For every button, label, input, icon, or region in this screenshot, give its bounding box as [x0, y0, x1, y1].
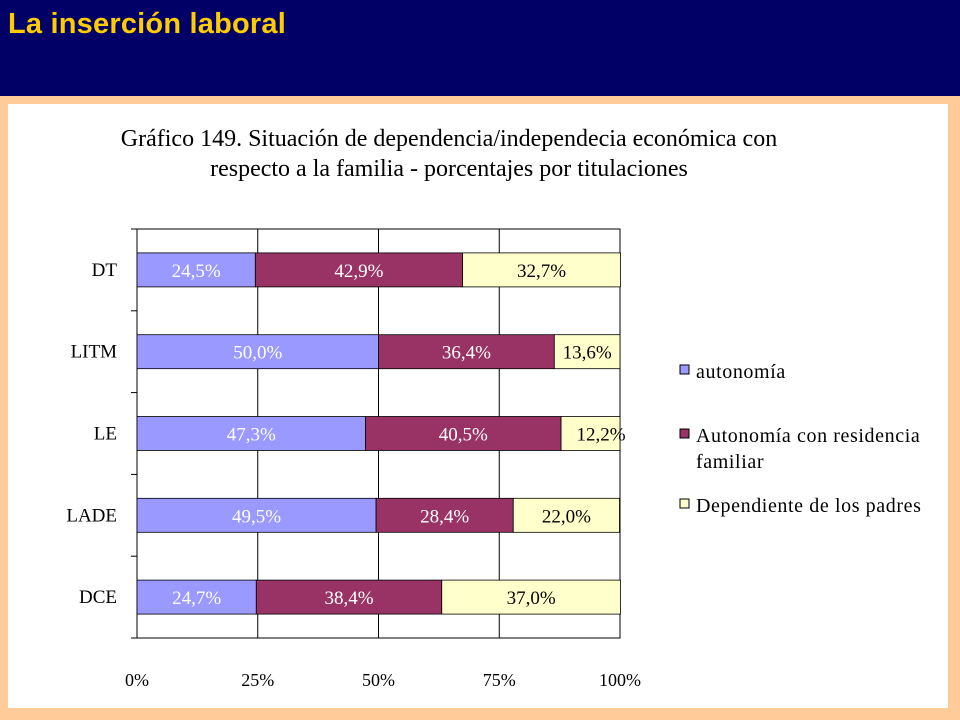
x-tick-label: 100%	[599, 670, 641, 690]
chart-title-line-1: Gráfico 149. Situación de dependencia/in…	[120, 126, 778, 152]
data-label: 38,4%	[324, 588, 373, 609]
category-label: LITM	[71, 342, 118, 363]
bar-segment	[136, 497, 377, 533]
legend-label: autonomía	[696, 361, 786, 383]
bar-segment	[462, 252, 621, 288]
data-label: 28,4%	[420, 506, 469, 527]
x-tick-label: 25%	[241, 670, 274, 690]
bar-segment	[378, 334, 555, 370]
legend-label: familiar	[696, 451, 764, 473]
legend-label: Dependiente de los padres	[696, 495, 921, 517]
data-label: 42,9%	[334, 261, 383, 282]
data-label: 12,2%	[577, 425, 626, 446]
bar-segment	[136, 579, 257, 615]
data-label: 22,0%	[542, 506, 591, 527]
page-title: La inserción laboral	[8, 8, 286, 40]
bar-segment	[255, 579, 443, 615]
data-label: 13,6%	[563, 343, 612, 364]
bar-segment	[136, 334, 379, 370]
category-label: LADE	[66, 505, 117, 526]
bar-segment	[441, 579, 621, 615]
title-bar: La inserción laboral	[0, 0, 960, 96]
x-tick-label: 50%	[362, 670, 395, 690]
data-label: 49,5%	[232, 506, 281, 527]
legend-swatch	[679, 428, 690, 439]
bar-segment	[365, 416, 562, 451]
category-label: LE	[94, 424, 117, 445]
x-tick-label: 75%	[483, 670, 516, 690]
bar-segment	[512, 497, 620, 533]
legend-label: Autonomía con residencia	[696, 425, 920, 447]
data-label: 40,5%	[439, 425, 488, 446]
chart-title: Gráfico 149. Situación de dependencia/in…	[96, 124, 802, 184]
bar-segment	[560, 416, 621, 451]
bar-segment	[375, 497, 514, 533]
data-label: 24,5%	[172, 261, 221, 282]
chart-title-line-2: respecto a la familia - porcentajes por …	[210, 156, 688, 182]
data-label: 24,7%	[172, 588, 221, 609]
legend-swatch	[679, 364, 690, 375]
bar-segment	[254, 252, 463, 288]
x-tick-label: 0%	[125, 670, 149, 690]
bar-segment	[136, 252, 256, 288]
data-label: 36,4%	[442, 343, 491, 364]
data-label: 37,0%	[507, 588, 556, 609]
data-label: 32,7%	[517, 261, 566, 282]
category-label: DCE	[79, 587, 117, 608]
bar-segment	[553, 334, 621, 370]
legend-swatch	[679, 498, 690, 509]
category-label: DT	[92, 260, 118, 281]
data-label: 50,0%	[233, 343, 282, 364]
data-label: 47,3%	[227, 425, 276, 446]
bar-segment	[136, 416, 366, 451]
